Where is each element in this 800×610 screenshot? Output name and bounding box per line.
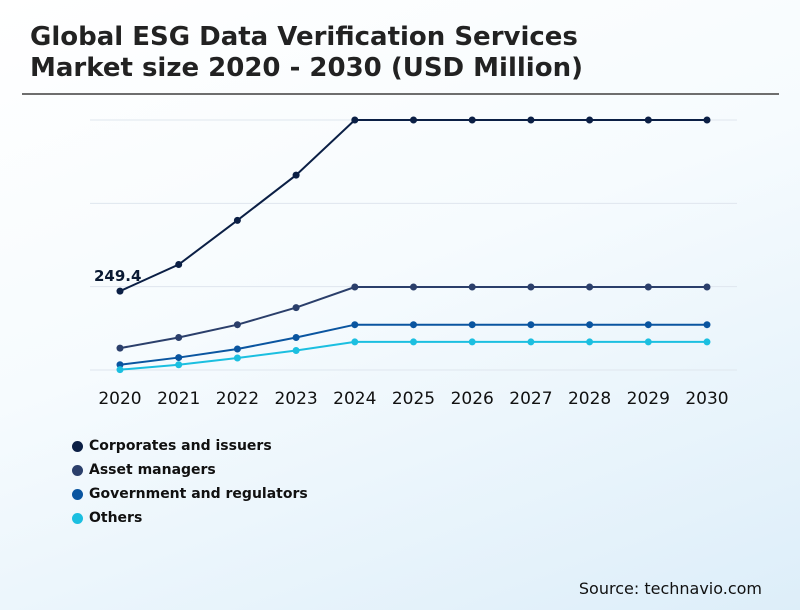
series-lines [116,116,711,374]
data-point [468,283,476,291]
x-tick-label: 2029 [627,389,670,409]
data-point [116,361,124,369]
legend-item: Others [72,506,308,530]
legend-label: Government and regulators [89,486,308,502]
legend-marker [72,488,83,500]
data-point [586,321,594,329]
legend-item: Government and regulators [72,482,308,506]
data-point [703,283,711,291]
data-point [351,321,359,329]
x-tick-label: 2030 [685,389,728,409]
legend-label: Others [89,510,143,526]
labels: 2020 2021 2022 2023 2024 2025 2026 2027 2028 2029… [94,267,729,409]
legend-marker [72,440,83,452]
data-point [468,338,476,346]
data-point [527,116,535,124]
title-line-1: Global ESG Data Verification Services [30,22,578,52]
title-line-2: Market size 2020 - 2030 (USD Million) [30,53,583,83]
legend-marker [72,464,83,476]
legend-item: Asset managers [72,458,308,482]
data-point [468,116,476,124]
data-point [410,338,417,346]
data-point [410,321,417,329]
data-label: 249.4 [94,267,141,285]
data-point [175,261,183,269]
data-point [586,283,594,291]
x-tick-label: 2021 [157,389,200,409]
series-line-3 [119,340,707,371]
data-point [116,287,124,295]
legend-label: Corporates and issuers [89,438,272,454]
data-point [175,354,183,362]
data-point [703,321,711,329]
data-point [644,283,652,291]
data-point [175,334,183,342]
x-tick-label: 2027 [509,389,552,409]
legend-marker [72,512,83,524]
data-point [351,283,359,291]
series-line-0 [119,119,707,293]
data-point [292,171,300,179]
data-point [233,345,241,353]
data-point [351,116,359,124]
data-point [527,321,535,329]
data-point [527,338,535,346]
chart-title: Global ESG Data Verification Services Ma… [30,22,770,84]
source-note: Source: technavio.com [578,579,762,598]
x-tick-label: 2024 [333,389,376,409]
data-point [292,304,300,312]
data-point [233,216,241,224]
x-tick-label: 2023 [274,389,317,409]
legend-label: Asset managers [89,462,216,478]
data-point [644,116,652,124]
data-point [175,361,183,369]
data-point [233,354,241,362]
x-tick-label: 2022 [216,389,259,409]
x-tick-label: 2020 [98,389,141,409]
data-point [703,116,711,124]
data-point [116,366,124,374]
x-tick-label: 2026 [451,389,494,409]
data-point [468,321,476,329]
legend: Corporates and issuers Asset managers Gove… [72,434,308,530]
title-divider [22,93,779,95]
data-point [410,283,417,291]
gridlines [90,119,737,371]
x-tick-label: 2028 [568,389,611,409]
data-point [586,338,594,346]
data-point [233,321,241,329]
x-tick-label: 2025 [392,389,435,409]
data-point [703,338,711,346]
data-point [644,338,652,346]
data-point [527,283,535,291]
data-point [292,347,300,355]
data-point [410,116,417,124]
data-point [644,321,652,329]
data-point [586,116,594,124]
data-point [292,334,300,342]
legend-item: Corporates and issuers [72,434,308,458]
data-point [351,338,359,346]
data-point [116,344,124,352]
